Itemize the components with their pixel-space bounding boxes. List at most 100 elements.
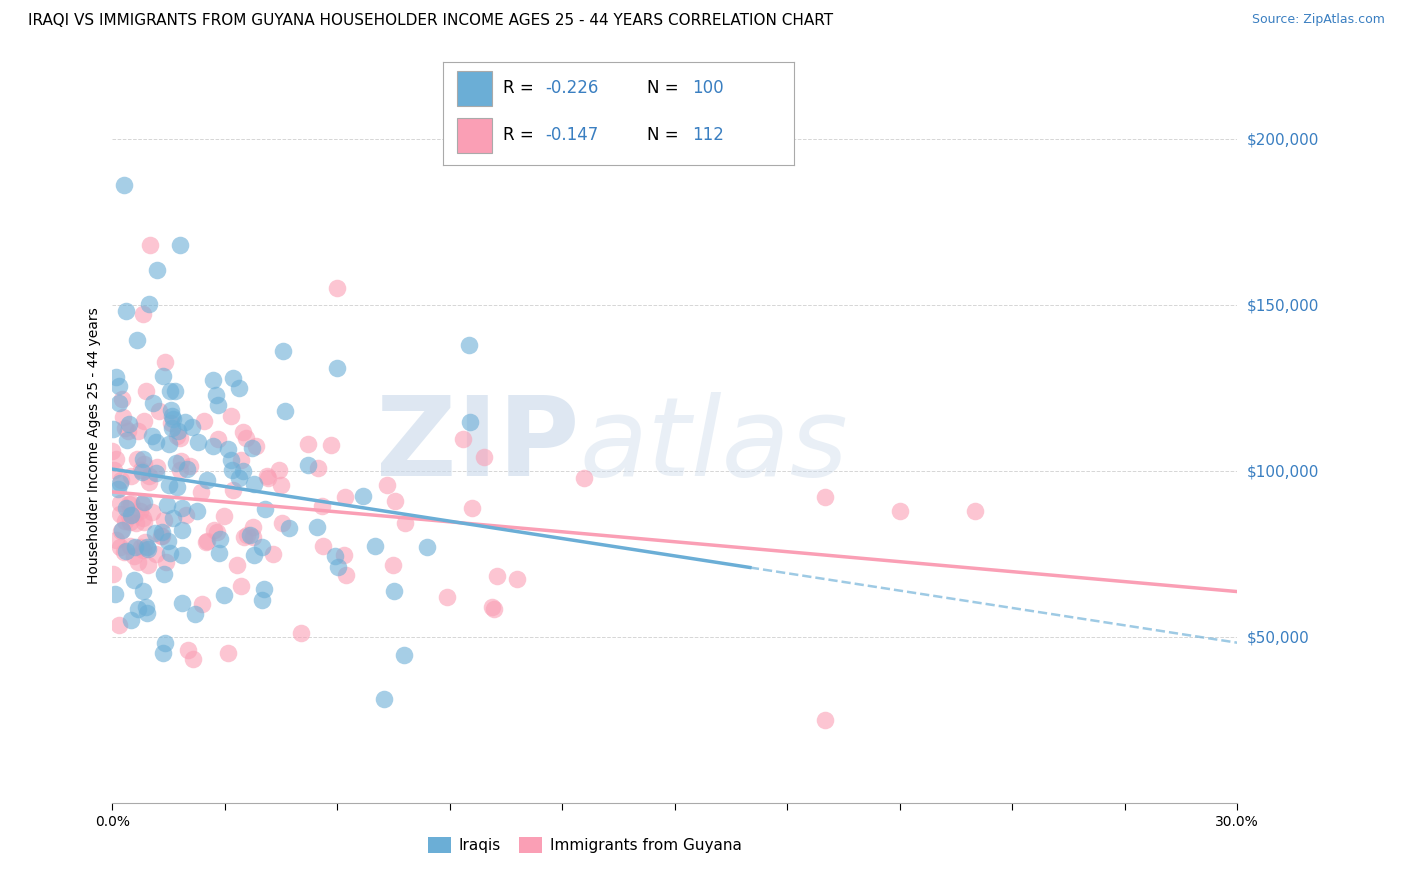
Point bbox=[240, 441, 263, 455]
Point bbox=[132, 414, 155, 428]
Point bbox=[110, 540, 132, 554]
Point bbox=[105, 451, 128, 466]
Point bbox=[127, 555, 149, 569]
Point bbox=[170, 548, 193, 562]
Text: IRAQI VS IMMIGRANTS FROM GUYANA HOUSEHOLDER INCOME AGES 25 - 44 YEARS CORRELATIO: IRAQI VS IMMIGRANTS FROM GUYANA HOUSEHOL… bbox=[28, 13, 834, 29]
Point bbox=[214, 508, 236, 523]
Point bbox=[207, 432, 229, 446]
Point bbox=[157, 478, 180, 492]
Point bbox=[103, 566, 125, 581]
Point bbox=[229, 453, 252, 467]
Point bbox=[323, 549, 346, 563]
Point bbox=[228, 471, 250, 485]
Point bbox=[114, 421, 136, 435]
Point bbox=[110, 523, 132, 537]
Point bbox=[235, 528, 257, 542]
Point bbox=[101, 422, 124, 436]
Point bbox=[132, 584, 155, 599]
Point bbox=[103, 463, 125, 477]
Point bbox=[222, 371, 245, 385]
Point bbox=[208, 546, 231, 560]
Point bbox=[138, 469, 160, 483]
Point bbox=[217, 442, 239, 457]
Point bbox=[193, 414, 215, 428]
Point bbox=[262, 547, 284, 561]
Point bbox=[163, 384, 186, 398]
Point bbox=[110, 496, 132, 510]
Point bbox=[219, 409, 242, 424]
Point bbox=[311, 539, 333, 553]
Point bbox=[150, 528, 173, 542]
Point bbox=[134, 457, 156, 471]
Point bbox=[162, 412, 184, 426]
Point bbox=[202, 524, 225, 538]
Point bbox=[124, 540, 146, 554]
Point bbox=[129, 540, 152, 554]
Point bbox=[118, 515, 141, 529]
Point bbox=[105, 370, 128, 384]
Point bbox=[132, 307, 155, 321]
Point bbox=[136, 606, 159, 620]
Point bbox=[160, 420, 183, 434]
Point bbox=[170, 500, 193, 515]
Point bbox=[127, 601, 149, 615]
Point bbox=[111, 392, 134, 407]
Point bbox=[250, 540, 273, 554]
Point bbox=[120, 496, 142, 510]
Point bbox=[205, 524, 228, 539]
Point bbox=[165, 457, 187, 471]
Point bbox=[481, 599, 503, 614]
Point bbox=[127, 424, 149, 438]
Point bbox=[129, 504, 152, 518]
Point bbox=[574, 471, 596, 485]
Point bbox=[114, 514, 136, 528]
Point bbox=[108, 396, 131, 410]
Point bbox=[311, 499, 333, 513]
Point bbox=[486, 569, 509, 583]
Point bbox=[364, 539, 387, 553]
Point bbox=[108, 508, 131, 522]
Point bbox=[221, 462, 243, 476]
Point bbox=[132, 543, 155, 558]
Point bbox=[152, 513, 174, 527]
Point bbox=[415, 540, 437, 554]
Point bbox=[472, 450, 495, 465]
Point bbox=[382, 558, 405, 573]
Point bbox=[148, 403, 170, 417]
Point bbox=[232, 425, 254, 439]
Point bbox=[235, 431, 257, 445]
Point bbox=[195, 474, 218, 488]
Point bbox=[232, 529, 254, 543]
Point bbox=[333, 548, 356, 562]
Point bbox=[112, 178, 135, 193]
Point bbox=[243, 548, 266, 562]
Point bbox=[162, 409, 184, 423]
Point bbox=[110, 524, 132, 538]
Text: N =: N = bbox=[647, 127, 683, 145]
Point bbox=[135, 600, 157, 615]
Point bbox=[484, 602, 506, 616]
Point bbox=[157, 437, 180, 451]
Point bbox=[195, 533, 218, 548]
Point bbox=[117, 424, 139, 438]
Point bbox=[814, 713, 837, 727]
Point bbox=[506, 572, 529, 586]
Point bbox=[125, 516, 148, 531]
Point bbox=[169, 431, 191, 445]
Point bbox=[160, 416, 183, 430]
Point bbox=[118, 497, 141, 511]
Point bbox=[177, 643, 200, 657]
Point bbox=[460, 500, 482, 515]
Point bbox=[963, 504, 986, 518]
Point bbox=[226, 558, 249, 573]
Point bbox=[297, 437, 319, 451]
Point bbox=[135, 384, 157, 398]
Point bbox=[191, 597, 214, 611]
Point bbox=[152, 525, 174, 540]
Point bbox=[136, 541, 159, 556]
Point bbox=[166, 480, 188, 494]
Point bbox=[138, 475, 160, 489]
Point bbox=[134, 535, 156, 549]
Point bbox=[159, 403, 181, 417]
Point bbox=[120, 508, 142, 522]
